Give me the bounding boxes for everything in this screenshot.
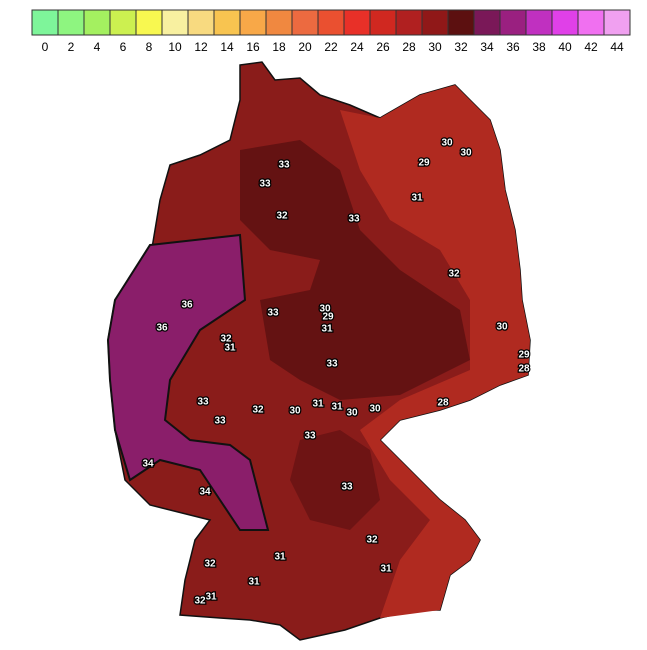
contour-label: 30: [496, 322, 508, 333]
legend-label: 22: [324, 40, 338, 54]
contour-label: 32: [276, 211, 288, 222]
legend-label: 6: [120, 40, 127, 54]
contour-label: 33: [348, 214, 360, 225]
legend-swatch: [317, 9, 345, 36]
contour-label: 32: [366, 535, 378, 546]
legend-label: 10: [168, 40, 182, 54]
contour-label: 29: [322, 312, 334, 323]
contour-label: 31: [312, 399, 324, 410]
warm-east-region: [340, 85, 530, 618]
legend-label: 30: [428, 40, 442, 54]
contour-label: 30: [460, 148, 472, 159]
legend-label: 28: [402, 40, 416, 54]
contour-label: 36: [156, 323, 168, 334]
legend-swatch: [473, 9, 501, 36]
contour-label: 30: [289, 406, 301, 417]
contour-label: 29: [518, 350, 530, 361]
contour-label: 31: [274, 552, 286, 563]
legend-swatch: [499, 9, 527, 36]
contour-label: 32: [194, 596, 206, 607]
legend-label: 44: [610, 40, 624, 54]
legend-label: 36: [506, 40, 520, 54]
legend-swatch: [187, 9, 215, 36]
legend-label: 32: [454, 40, 468, 54]
legend-swatch: [83, 9, 111, 36]
legend-swatch: [31, 9, 59, 36]
contour-label: 30: [441, 138, 453, 149]
legend-label: 8: [146, 40, 153, 54]
contour-label: 31: [331, 402, 343, 413]
contour-label: 28: [518, 364, 530, 375]
contour-label: 29: [418, 158, 430, 169]
legend-swatch: [525, 9, 553, 36]
legend-label: 0: [42, 40, 49, 54]
very-hot-west-region: [106, 233, 270, 531]
legend-label: 4: [94, 40, 101, 54]
legend-swatch: [395, 9, 423, 36]
legend-label: 24: [350, 40, 364, 54]
contour-label: 36: [181, 300, 193, 311]
contour-label: 33: [341, 482, 353, 493]
legend-swatch: [369, 9, 397, 36]
legend-swatch: [161, 9, 189, 36]
legend-swatch: [291, 9, 319, 36]
legend-swatch: [57, 9, 85, 36]
legend-swatch: [213, 9, 241, 36]
contour-label: 31: [205, 592, 217, 603]
contour-label: 31: [411, 193, 423, 204]
hot-center-region: [240, 140, 470, 400]
hot-south-region: [290, 430, 380, 530]
legend-label: 26: [376, 40, 390, 54]
contour-label: 30: [369, 404, 381, 415]
legend-swatch: [603, 9, 631, 36]
contour-label: 32: [204, 559, 216, 570]
contour-label: 32: [220, 334, 232, 345]
contour-label: 33: [267, 308, 279, 319]
legend-label: 34: [480, 40, 494, 54]
legend-swatch: [239, 9, 267, 36]
contour-label: 33: [278, 160, 290, 171]
contour-label: 28: [437, 398, 449, 409]
legend: 0 2 4 6 8 10 12 14 16 18 20 22 24 26 28 30 32 34 36 38 40 42 4…: [31, 9, 631, 54]
legend-swatch: [135, 9, 163, 36]
contour-label: 31: [321, 324, 333, 335]
legend-label: 42: [584, 40, 598, 54]
legend-label: 40: [558, 40, 572, 54]
legend-label: 16: [246, 40, 260, 54]
legend-swatch: [421, 9, 449, 36]
legend-label: 14: [220, 40, 234, 54]
legend-label: 38: [532, 40, 546, 54]
legend-label: 18: [272, 40, 286, 54]
legend-label: 2: [68, 40, 75, 54]
legend-swatch: [577, 9, 605, 36]
contour-label: 33: [259, 179, 271, 190]
contour-label: 34: [199, 487, 211, 498]
legend-swatch: [265, 9, 293, 36]
legend-swatch: [343, 9, 371, 36]
contour-label: 32: [448, 269, 460, 280]
legend-label: 12: [194, 40, 208, 54]
contour-label: 30: [319, 304, 331, 315]
legend-swatch: [551, 9, 579, 36]
legend-swatch: [109, 9, 137, 36]
contour-label: 31: [224, 343, 236, 354]
contour-label: 33: [326, 359, 338, 370]
contour-label: 31: [380, 564, 392, 575]
contour-label: 33: [214, 416, 226, 427]
contour-label: 33: [304, 431, 316, 442]
contour-label: 31: [248, 577, 260, 588]
germany-map: [106, 61, 531, 641]
legend-label: 20: [298, 40, 312, 54]
contour-label: 30: [346, 408, 358, 419]
contour-label: 32: [252, 405, 264, 416]
contour-label: 33: [197, 397, 209, 408]
legend-swatch: [447, 9, 475, 36]
contour-label: 34: [142, 459, 154, 470]
